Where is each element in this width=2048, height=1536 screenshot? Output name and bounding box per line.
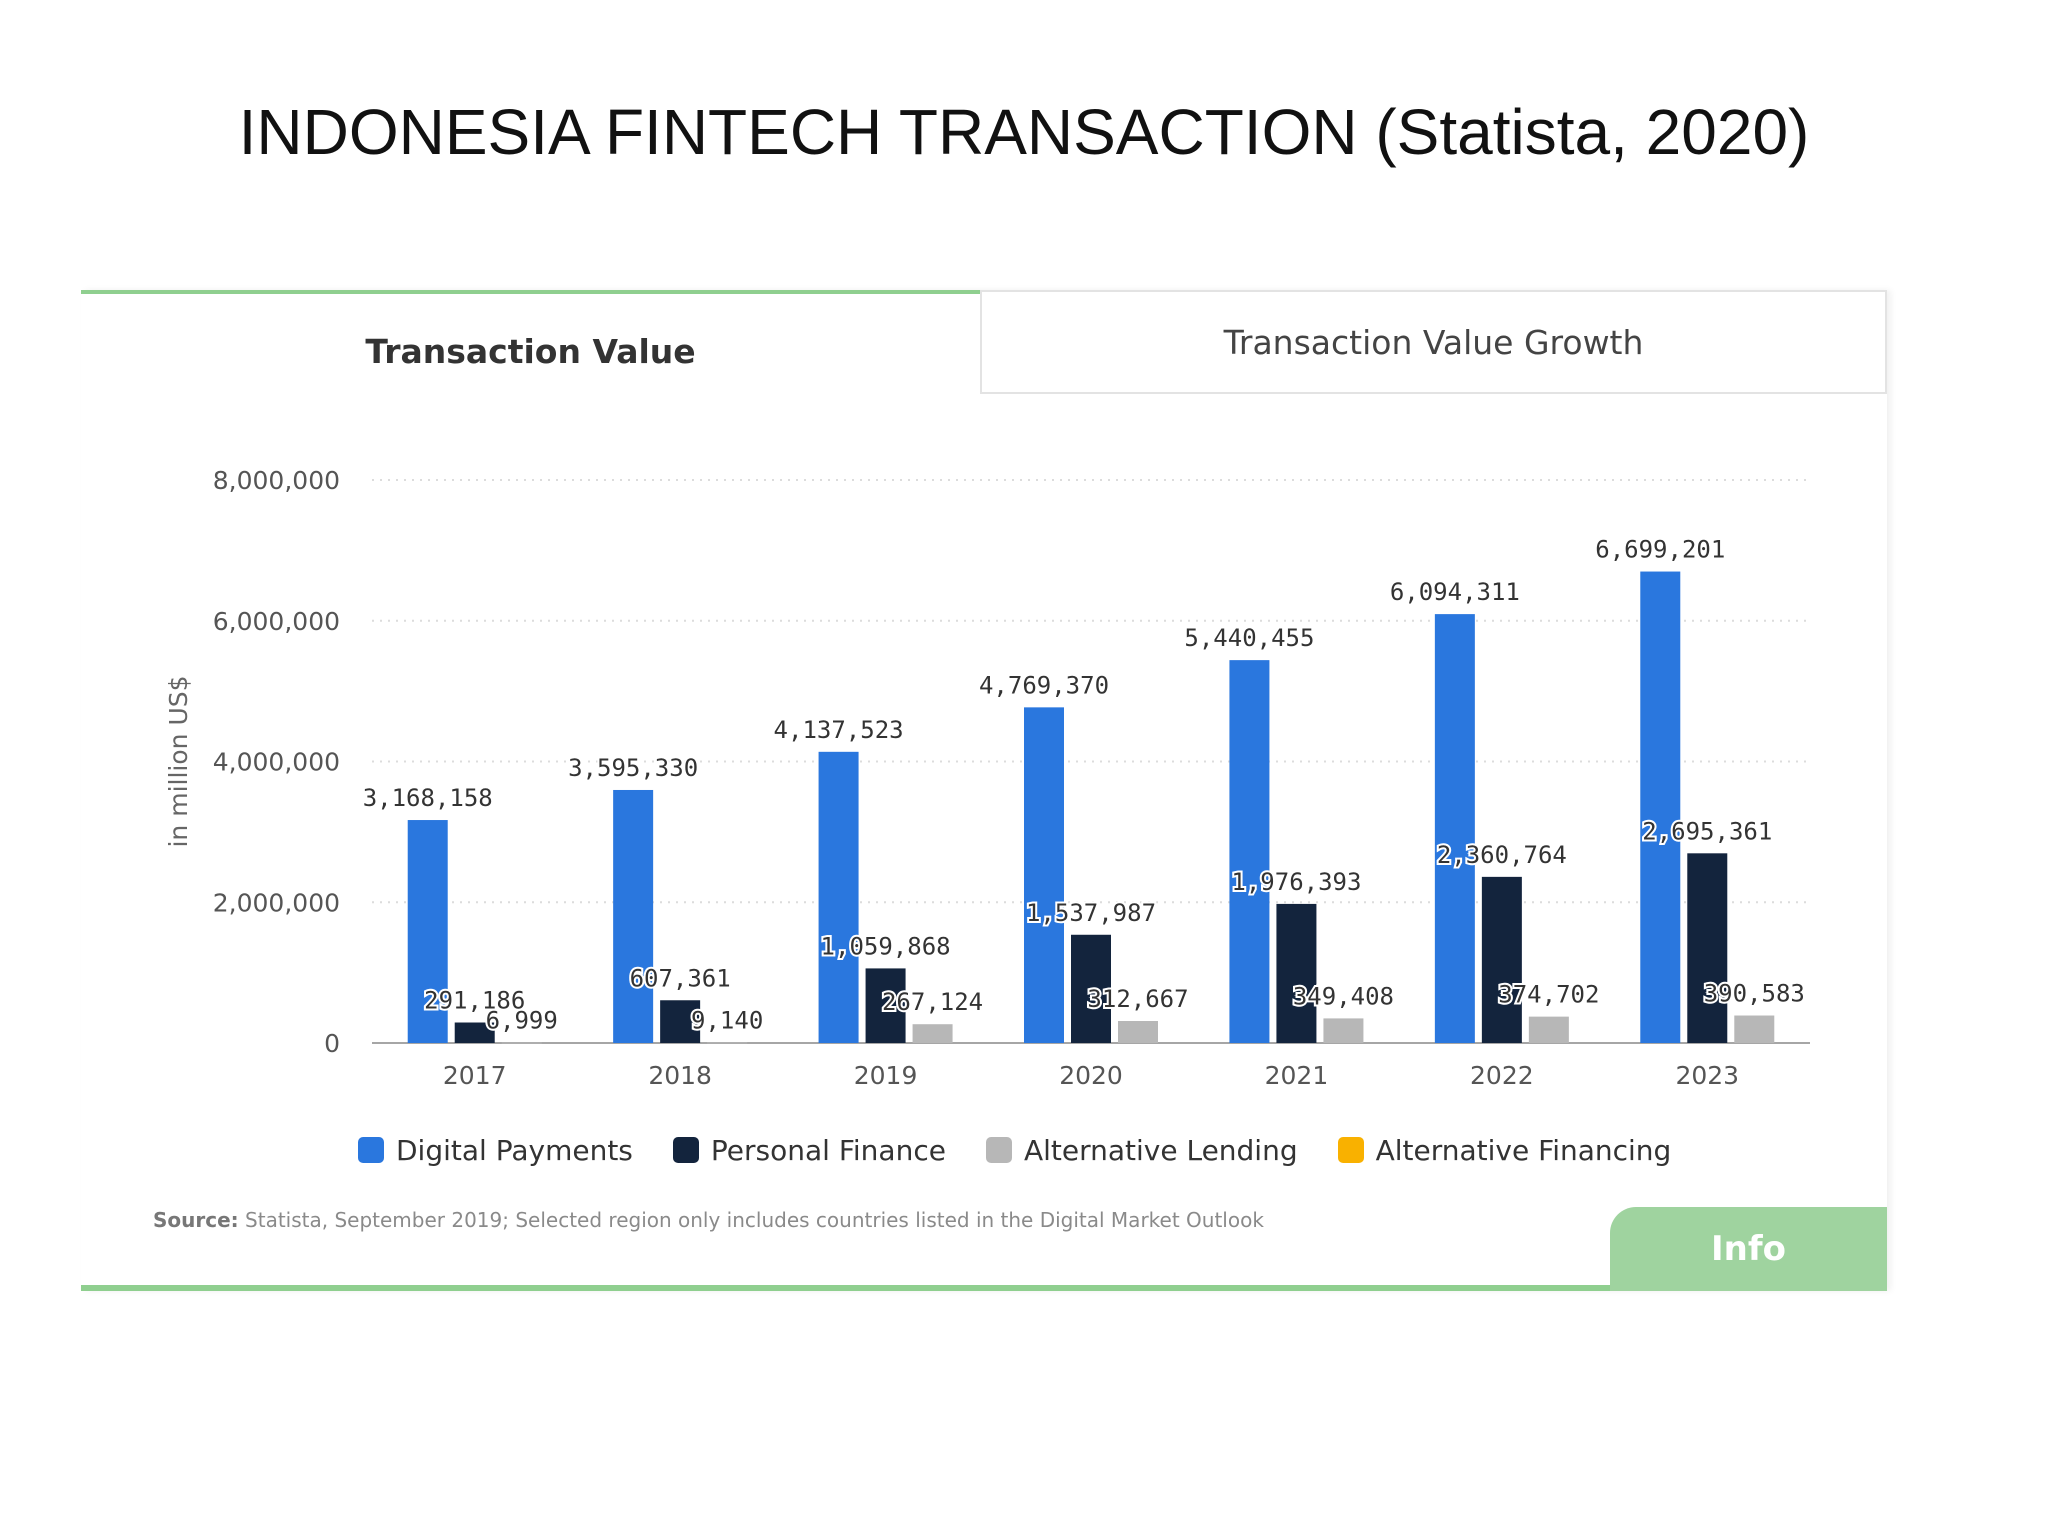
x-tick-label: 2022 [1470,1061,1534,1090]
bar-alternative-lending [501,1042,542,1044]
bar-alternative-lending [1734,1015,1775,1043]
data-label: 6,094,311 [1390,578,1520,606]
info-button[interactable]: Info [1610,1207,1887,1291]
x-tick-label: 2023 [1675,1061,1739,1090]
y-tick-label: 0 [324,1029,340,1058]
legend-swatch-personal-finance [672,1137,699,1163]
x-tick-label: 2017 [443,1061,507,1090]
data-label: 607,361 [630,964,731,992]
bar-digital-payments [407,820,448,1043]
legend-item-digital-payments[interactable]: Digital Payments [358,1134,633,1167]
legend-label: Personal Finance [710,1133,946,1167]
x-tick-label: 2018 [648,1061,712,1090]
y-tick-label: 4,000,000 [213,748,340,777]
legend-swatch-alternative-financing [1337,1137,1364,1163]
bar-digital-payments [1640,571,1681,1043]
source-note: Source: Statista, September 2019; Select… [153,1208,1264,1232]
x-tick-label: 2021 [1265,1061,1329,1090]
bar-alternative-lending [912,1024,953,1043]
tab-transaction-value[interactable]: Transaction Value [81,290,980,394]
data-label: 291,186 [424,987,525,1015]
bar-alternative-lending [1118,1020,1158,1043]
legend-swatch-digital-payments [358,1137,384,1163]
data-label: 1,537,987 [1026,899,1156,927]
data-label: 6,699,201 [1595,536,1725,564]
data-label: 3,595,330 [568,754,698,782]
legend-label: Digital Payments [396,1133,633,1167]
bar-personal-finance [1071,934,1111,1043]
bar-personal-finance [865,968,906,1043]
source-text: Statista, September 2019; Selected regio… [245,1208,1264,1232]
data-label: 4,137,523 [774,716,904,744]
data-label: 1,976,393 [1231,868,1361,896]
legend-item-alternative-financing[interactable]: Alternative Financing [1337,1133,1672,1167]
data-label: 312,667 [1087,985,1188,1013]
data-label: 4,769,370 [979,671,1109,699]
data-label: 3,168,158 [363,784,493,812]
data-label: 2,360,764 [1437,841,1567,869]
y-axis-label: in million US$ [164,675,193,847]
data-label: 374,702 [1498,981,1599,1009]
bar-personal-finance [1481,876,1522,1043]
x-tick-label: 2019 [854,1061,918,1090]
x-tick-label: 2020 [1059,1061,1123,1090]
data-label: 349,408 [1293,982,1394,1010]
data-label: 390,583 [1704,980,1805,1008]
bar-personal-finance [660,1000,701,1043]
data-label: 5,440,455 [1184,624,1314,652]
bar-alternative-lending [1528,1016,1569,1043]
y-tick-label: 6,000,000 [213,607,340,636]
y-tick-label: 8,000,000 [213,466,340,495]
bar-personal-finance [1687,853,1728,1043]
legend-item-alternative-lending[interactable]: Alternative Lending [985,1133,1298,1167]
legend-swatch-alternative-lending [985,1137,1012,1163]
bar-digital-payments [613,789,654,1043]
chart-legend: Digital Payments Personal Finance Altern… [358,1130,1711,1170]
bar-alternative-lending [707,1042,748,1044]
chart-widget: Transaction Value Transaction Value Grow… [81,290,1887,1291]
source-label: Source: [153,1208,239,1232]
data-label: 6,999 [486,1007,558,1035]
bar-alternative-lending [1323,1018,1364,1043]
data-label: 267,124 [882,988,983,1016]
tab-transaction-value-growth[interactable]: Transaction Value Growth [980,290,1887,394]
slide-title: INDONESIA FINTECH TRANSACTION (Statista,… [238,96,1810,168]
data-label: 2,695,361 [1642,817,1772,845]
legend-label: Alternative Financing [1375,1133,1672,1167]
bar-digital-payments [1229,660,1270,1043]
y-tick-label: 2,000,000 [213,888,340,917]
bar-digital-payments [1434,614,1475,1043]
bar-digital-payments [818,751,859,1043]
bar-digital-payments [1024,707,1064,1043]
legend-label: Alternative Lending [1023,1133,1298,1167]
data-label: 1,059,868 [821,932,951,960]
legend-item-personal-finance[interactable]: Personal Finance [672,1133,946,1167]
bar-personal-finance [1276,903,1317,1043]
widget-bottom-border [81,1285,1887,1291]
data-label: 9,140 [691,1006,763,1034]
bar-personal-finance [454,1022,495,1043]
